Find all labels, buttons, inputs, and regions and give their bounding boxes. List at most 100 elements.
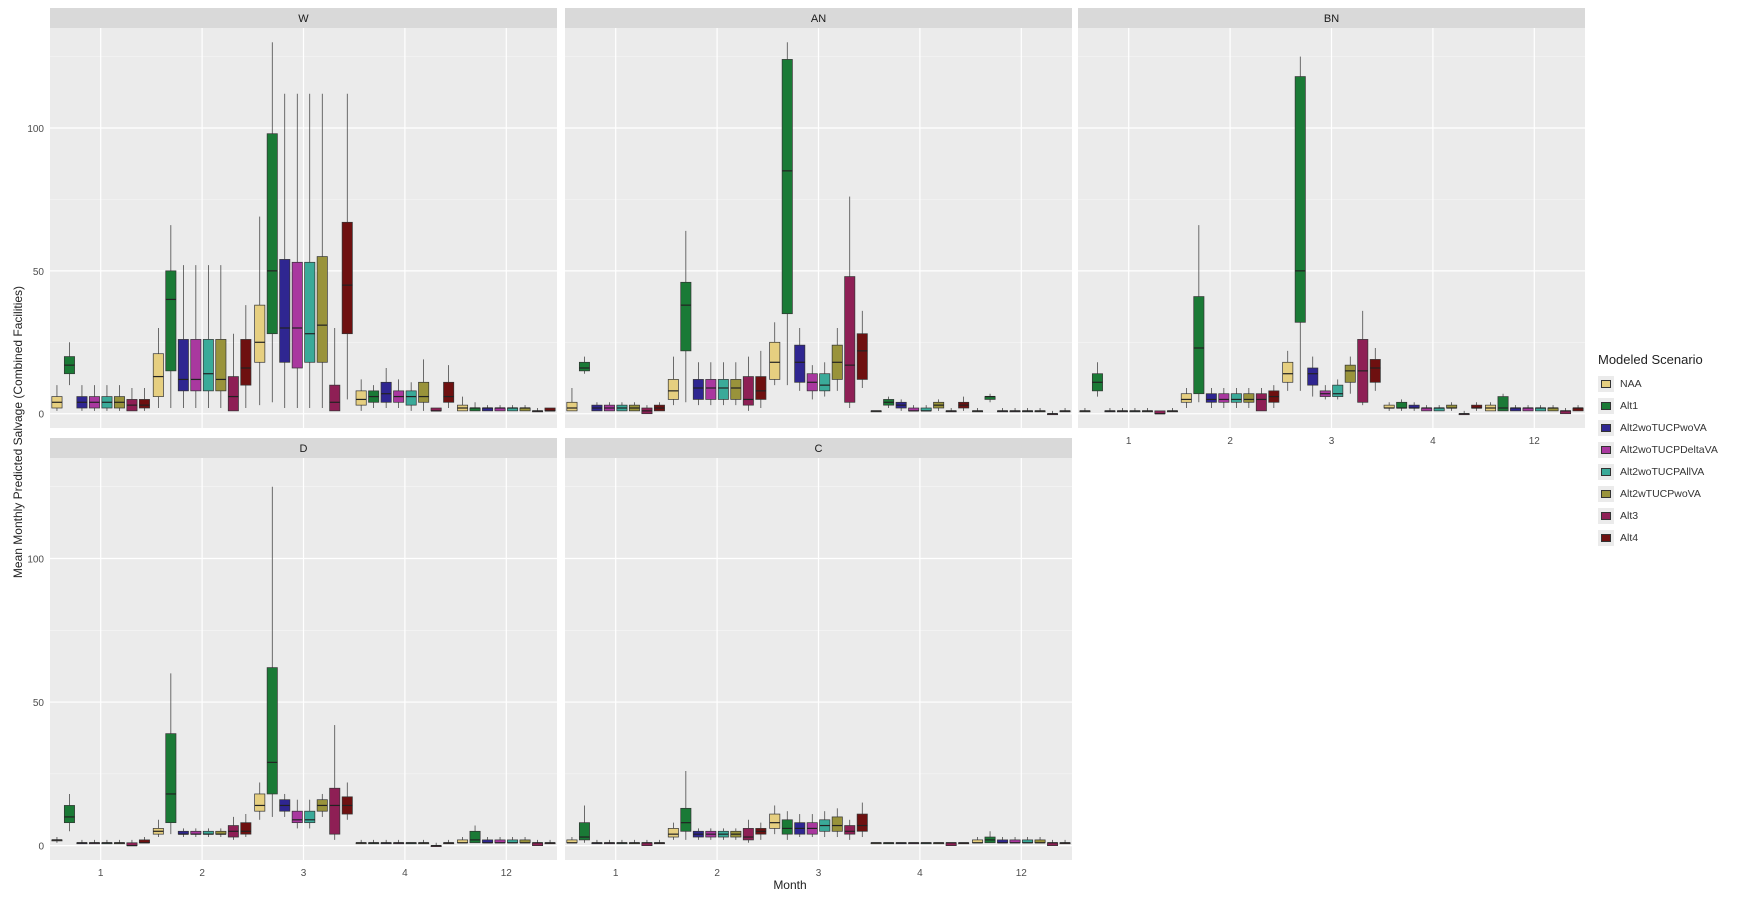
boxplot-Alt2woTUCPDeltaVA: [705, 362, 717, 406]
boxplot-Alt4: [1369, 348, 1381, 391]
boxplot-Alt1: [883, 396, 895, 408]
y-tick-label: 50: [33, 267, 45, 278]
box: [418, 381, 430, 403]
boxplot-Alt2woTUCPAllVA: [507, 405, 519, 412]
box: [240, 822, 252, 835]
boxplot-Alt3: [532, 839, 544, 846]
x-tick-label: 1: [613, 868, 619, 879]
boxplot-Alt2woTUCPDeltaVA: [1009, 837, 1021, 844]
box: [1193, 296, 1205, 395]
boxplot-Alt2wTUCPwoVA: [215, 828, 227, 838]
boxplot-Alt3: [1357, 310, 1369, 406]
box: [329, 787, 341, 835]
box: [1180, 393, 1192, 403]
facet-C: C1 2 3 4 12: [565, 438, 1072, 879]
boxplot-Alt3: [126, 839, 138, 847]
legend-key: [1598, 508, 1614, 524]
legend-items: NAA Alt1 Alt2woTUCPwoVA Alt2woTUCPDeltaVA Al…: [1598, 373, 1738, 549]
facet-strip: [1078, 8, 1585, 28]
boxplot-Alt3: [945, 408, 957, 413]
boxplot-Alt2wTUCPwoVA: [1034, 408, 1046, 413]
boxplot-Alt2woTUCPAllVA: [101, 385, 113, 411]
boxplot-Alt3: [742, 356, 754, 411]
boxplot-Alt4: [240, 305, 252, 408]
legend-title: Modeled Scenario: [1598, 352, 1703, 367]
x-tick-label: 12: [1016, 868, 1028, 879]
box: [692, 379, 704, 400]
boxplot-Alt2woTUCPDeltaVA: [603, 402, 615, 412]
x-tick-label: 1: [98, 868, 104, 879]
legend-label: Alt4: [1620, 532, 1639, 544]
x-tick-label: 2: [1227, 436, 1233, 447]
boxplot-Alt2woTUCPwoVA: [591, 402, 603, 412]
box: [755, 376, 767, 400]
boxplot-Alt2woTUCPAllVA: [920, 842, 932, 845]
legend-key: [1598, 376, 1614, 392]
box: [190, 339, 202, 392]
box: [63, 805, 75, 824]
legend-swatch: [1601, 424, 1611, 432]
boxplot-Alt1: [984, 831, 996, 844]
boxplot-Alt2woTUCPDeltaVA: [806, 365, 818, 400]
boxplot-Alt1: [1497, 393, 1509, 412]
legend-swatch: [1601, 402, 1611, 410]
boxplot-Alt3: [126, 388, 138, 412]
box: [844, 825, 856, 835]
facet-strip: [565, 438, 1072, 458]
boxplot-Alt3: [1458, 410, 1470, 416]
boxplot-Alt4: [544, 839, 556, 845]
box: [705, 379, 717, 400]
box: [856, 333, 868, 380]
boxplot-Alt2woTUCPwoVA: [692, 828, 704, 840]
boxplot-Alt4: [1059, 839, 1071, 845]
legend-swatch: [1601, 512, 1611, 520]
box: [355, 390, 367, 406]
boxplot-Alt2wTUCPwoVA: [933, 842, 945, 845]
boxplot-Alt1: [469, 402, 481, 412]
y-axis-label: Mean Monthly Predicted Salvage (Combined…: [11, 285, 25, 579]
boxplot-Alt2woTUCPwoVA: [895, 399, 907, 411]
boxplot-Alt2woTUCPDeltaVA: [806, 814, 818, 838]
box: [1344, 364, 1356, 383]
y-tick-label: 0: [38, 410, 44, 421]
boxplot-Alt2woTUCPDeltaVA: [705, 828, 717, 840]
box: [578, 361, 590, 372]
boxplot-NAA: [1485, 402, 1497, 412]
boxplot-Alt3: [430, 842, 442, 847]
boxplot-Alt2woTUCPDeltaVA: [393, 839, 405, 845]
box: [1230, 393, 1242, 403]
boxplot-Alt2woTUCPwoVA: [482, 405, 494, 412]
legend-item: Alt2wTUCPwoVA: [1598, 483, 1738, 505]
boxplot-Alt4: [1572, 405, 1584, 412]
boxplot-Alt2woTUCPwoVA: [794, 328, 806, 391]
boxplot-NAA: [457, 396, 469, 412]
boxplot-Alt3: [1154, 410, 1166, 415]
boxplot-Alt2woTUCPDeltaVA: [393, 379, 405, 408]
boxplot-Alt2woTUCPDeltaVA: [291, 93, 303, 408]
boxplot-Alt1: [578, 805, 590, 843]
boxplot-Alt4: [1059, 408, 1071, 413]
box: [1332, 384, 1344, 397]
boxplot-Alt1: [165, 673, 177, 835]
boxplot-Alt2woTUCPwoVA: [76, 385, 88, 411]
facet-strip-label: BN: [1324, 13, 1339, 25]
box: [730, 379, 742, 400]
x-tick-label: 12: [501, 868, 513, 879]
box: [341, 221, 353, 335]
box: [1282, 361, 1294, 383]
boxplot-Alt3: [641, 405, 653, 415]
facet-strip-label: AN: [811, 13, 826, 25]
legend-label: Alt2woTUCPAllVA: [1620, 466, 1705, 478]
boxplot-Alt2wTUCPwoVA: [1446, 402, 1458, 411]
legend-label: Alt2wTUCPwoVA: [1620, 488, 1701, 500]
boxplot-NAA: [1180, 388, 1192, 408]
boxplot-Alt4: [958, 842, 970, 845]
box: [1294, 76, 1306, 323]
box: [1497, 396, 1509, 412]
boxplot-Alt3: [1560, 408, 1572, 415]
boxplot-Alt2wTUCPwoVA: [113, 385, 125, 411]
boxplot-Alt2wTUCPwoVA: [730, 362, 742, 406]
boxplot-Alt1: [781, 42, 793, 386]
boxplot-Alt2wTUCPwoVA: [831, 808, 843, 838]
